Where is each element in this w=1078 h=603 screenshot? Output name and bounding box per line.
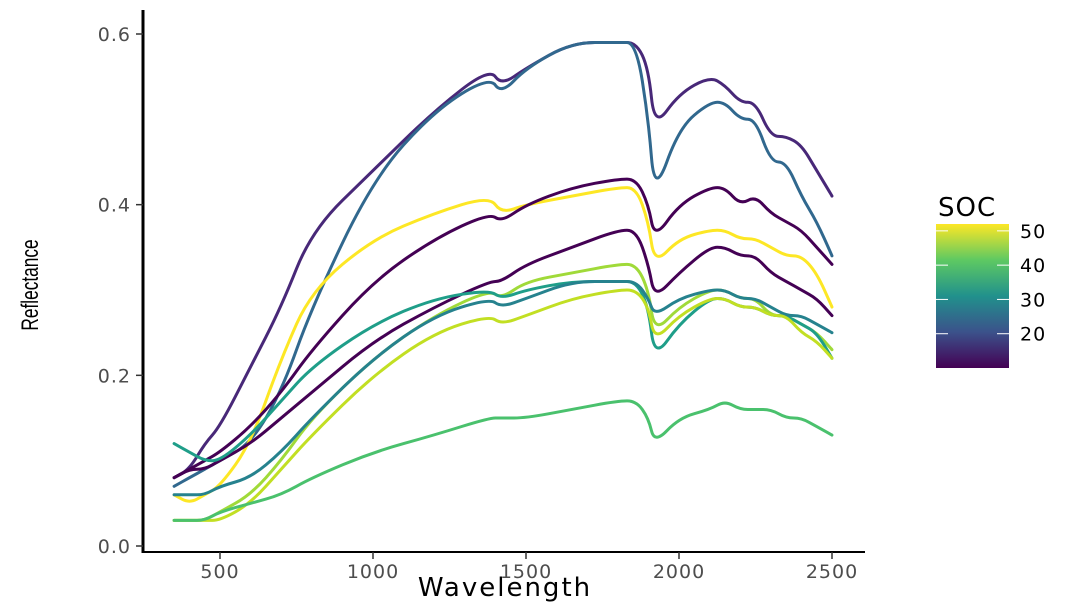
x-axis-title: Wavelength <box>418 573 592 603</box>
legend-colorbar <box>936 224 1009 368</box>
series-line-7 <box>172 279 834 463</box>
y-tick-label: 0.6 <box>98 24 131 46</box>
legend-tick-label: 20 <box>1020 324 1046 346</box>
x-tick-label: 2000 <box>653 561 705 583</box>
legend-tick-label: 40 <box>1020 255 1046 277</box>
legend-tick-label: 50 <box>1020 221 1046 243</box>
legend: SOC 20 30 40 50 <box>936 193 1046 368</box>
y-tick-label: 0.2 <box>98 365 131 387</box>
series-line-5 <box>172 228 834 480</box>
x-tick-label: 1000 <box>347 561 399 583</box>
x-tick-label: 2500 <box>806 561 858 583</box>
series-line-4 <box>172 177 834 480</box>
y-tick-label: 0.4 <box>98 195 131 217</box>
x-tick-label: 1500 <box>500 561 552 583</box>
series-line-3 <box>172 186 834 503</box>
series-line-10 <box>172 399 834 522</box>
y-axis-ticks: 0.0 0.2 0.4 0.6 <box>98 24 143 558</box>
series-layer <box>172 41 834 522</box>
x-tick-label: 500 <box>200 561 239 583</box>
legend-tick-label: 30 <box>1020 289 1046 311</box>
series-line-2 <box>172 41 834 488</box>
series-line-9 <box>172 288 834 522</box>
legend-ticks: 20 30 40 50 <box>936 221 1046 346</box>
legend-title: SOC <box>938 193 996 223</box>
x-axis-ticks: 500 1000 1500 2000 2500 <box>200 552 858 583</box>
series-line-8 <box>172 279 834 497</box>
y-axis-title: Reflectance <box>17 239 43 330</box>
y-tick-label: 0.0 <box>98 536 131 558</box>
